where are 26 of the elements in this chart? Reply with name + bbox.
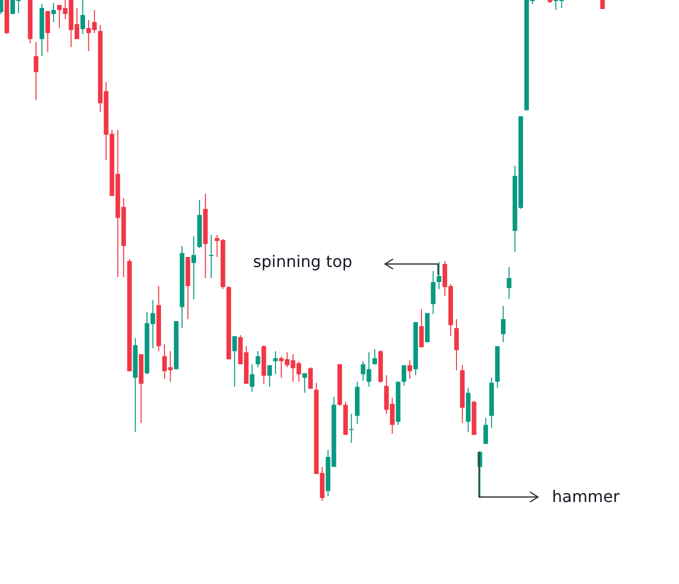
candlestick — [402, 364, 406, 386]
candlestick — [436, 262, 442, 290]
annotation: hammer — [552, 487, 620, 507]
candlestick — [34, 42, 38, 101]
candlestick — [349, 413, 354, 444]
candlestick — [273, 350, 278, 375]
candlestick — [454, 318, 459, 371]
candlestick — [191, 235, 196, 300]
candlestick — [256, 350, 260, 368]
candlestick — [419, 308, 424, 348]
candlestick — [302, 372, 307, 394]
candlestick — [500, 306, 506, 343]
candlestick — [80, 0, 86, 35]
candlestick — [208, 234, 214, 279]
candlestick — [250, 364, 254, 392]
candlestick — [372, 348, 378, 365]
candlestick — [232, 336, 237, 388]
candlestick — [430, 270, 436, 315]
candlestick — [45, 10, 50, 53]
annotation: spinning top — [253, 252, 352, 272]
candlestick — [51, 2, 56, 23]
candlestick — [483, 417, 488, 444]
candlestick — [267, 364, 272, 388]
candlestick — [308, 366, 313, 390]
candlestick — [408, 360, 412, 380]
candlestick — [506, 266, 512, 300]
